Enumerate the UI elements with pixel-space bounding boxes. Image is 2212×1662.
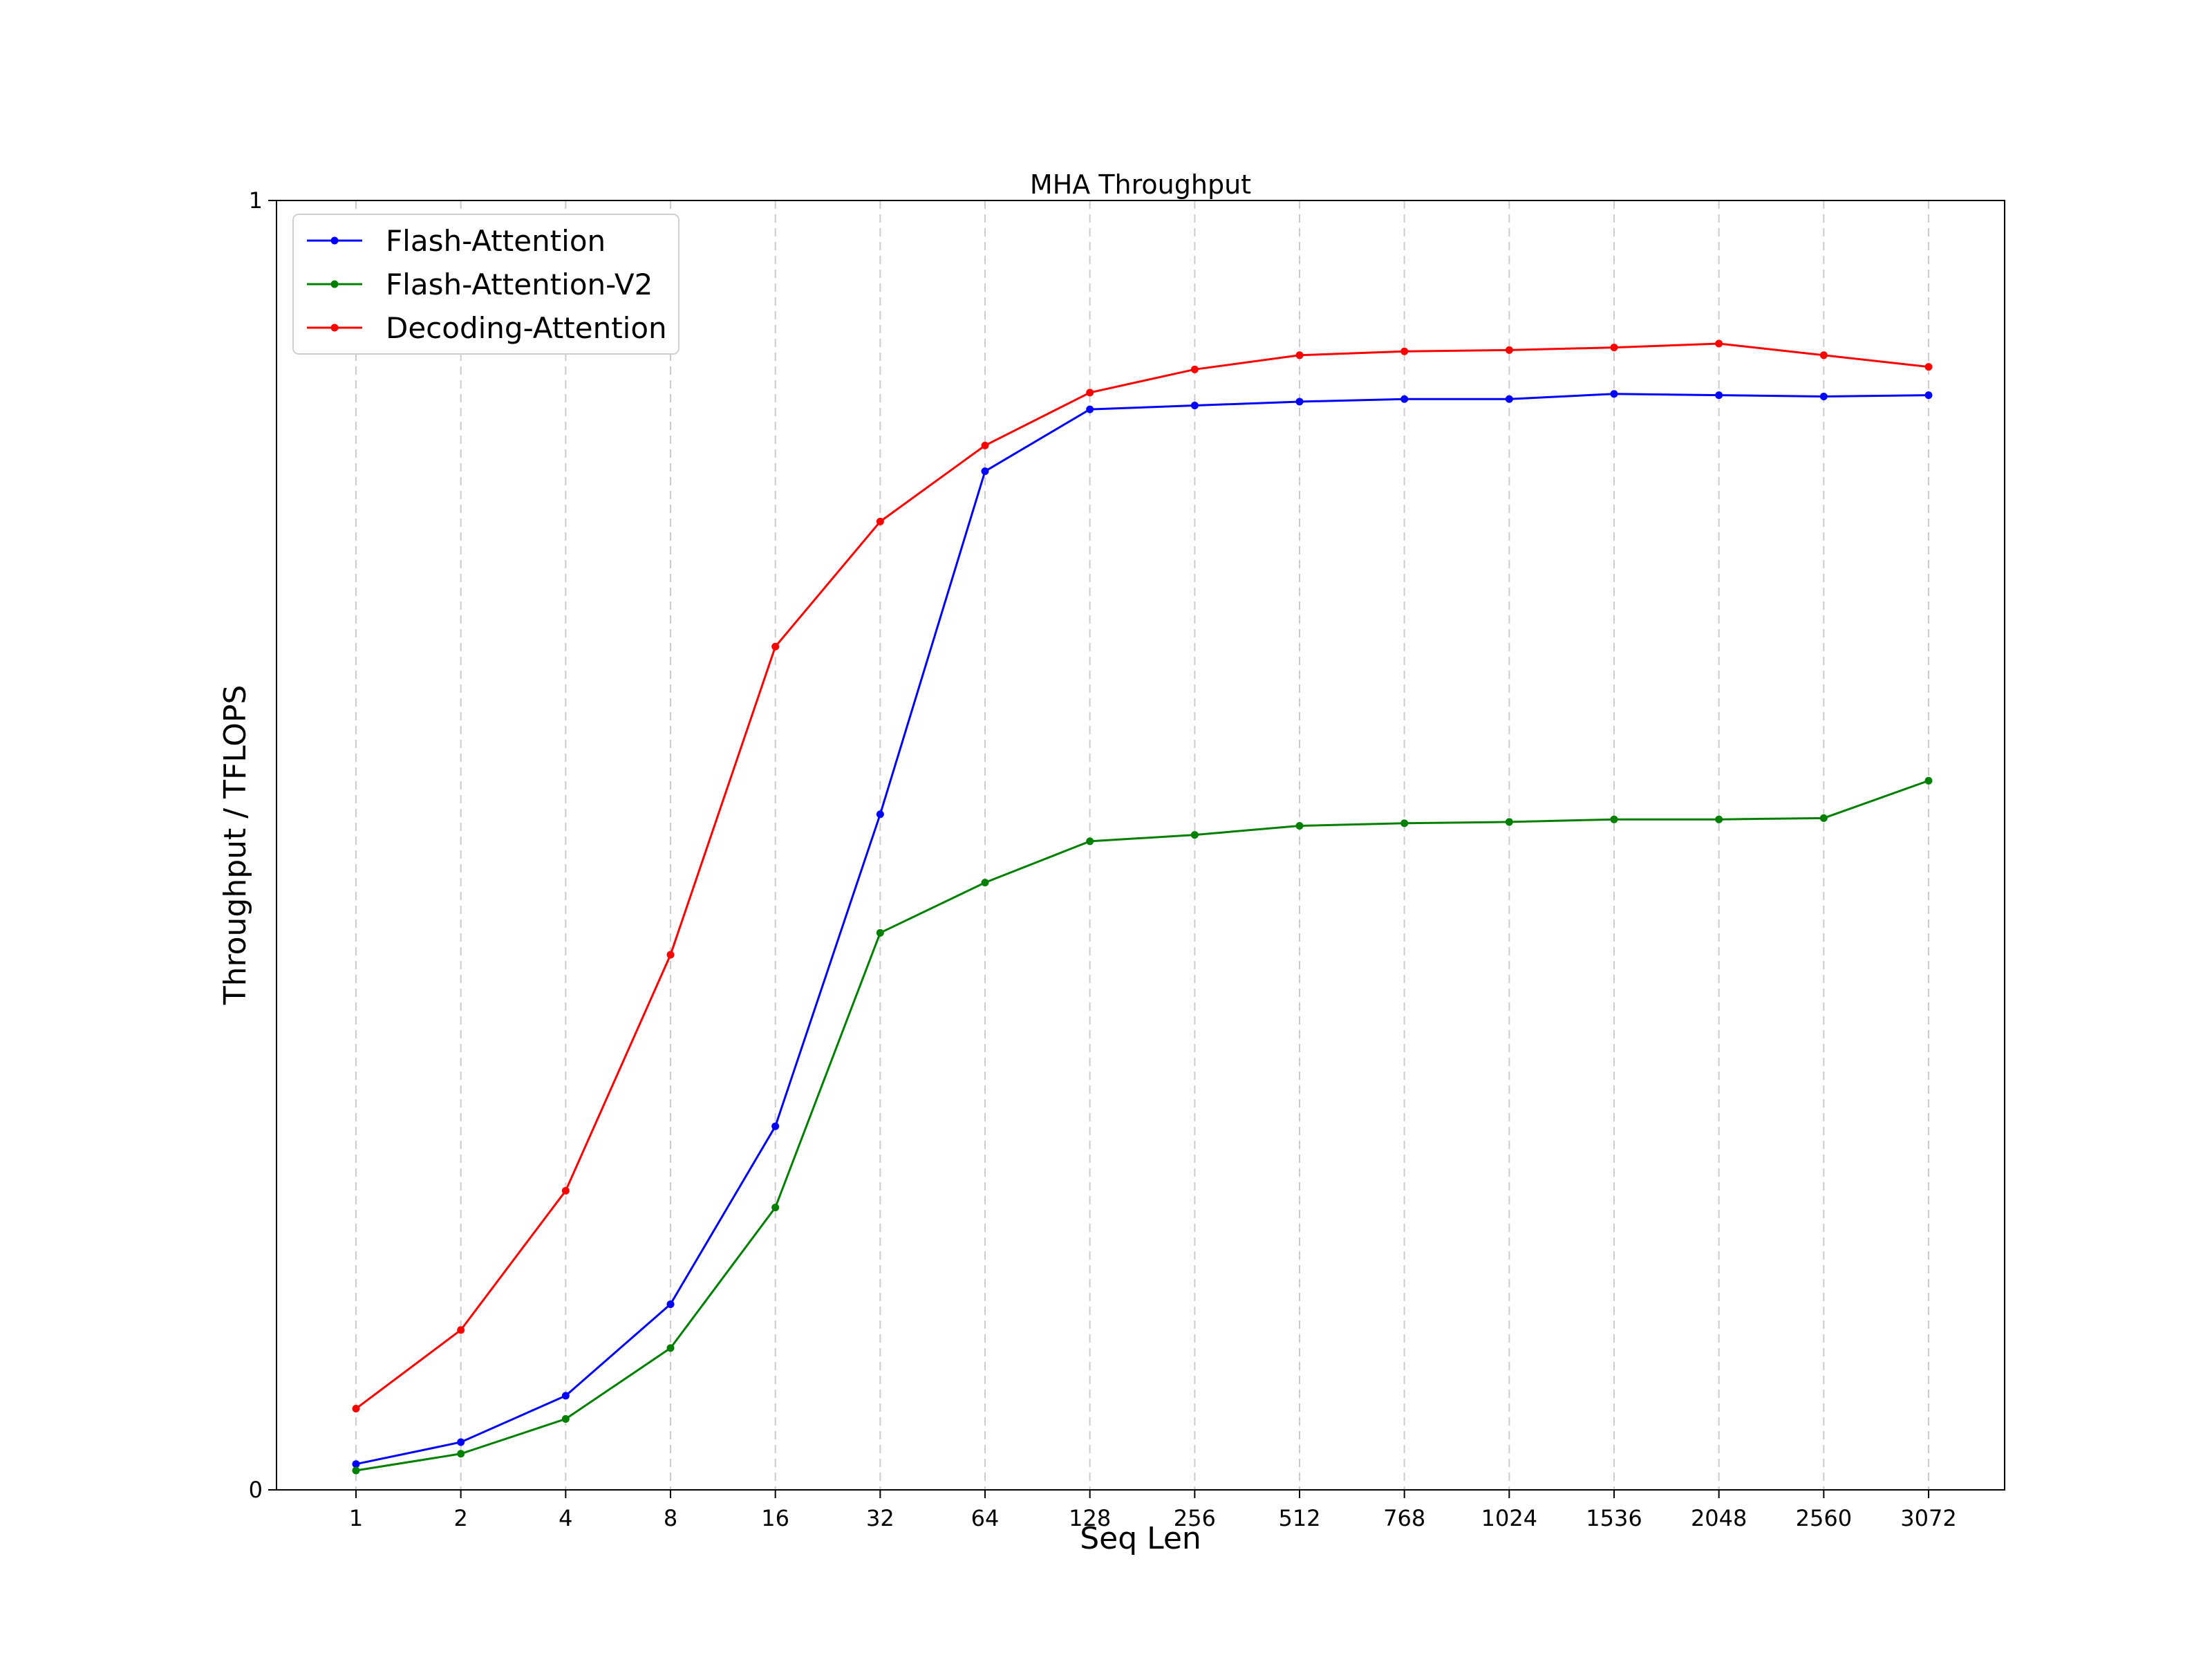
data-point <box>1924 391 1933 400</box>
data-point <box>1715 815 1723 823</box>
data-point <box>1505 818 1513 826</box>
data-point <box>352 1466 360 1475</box>
data-point <box>1715 339 1723 348</box>
data-point <box>981 467 989 476</box>
data-point <box>1295 351 1304 360</box>
data-point <box>561 1392 570 1400</box>
x-tick-label: 1536 <box>1586 1505 1642 1531</box>
x-tick-label: 32 <box>866 1505 894 1531</box>
data-point <box>457 1450 465 1458</box>
x-axis-label: Seq Len <box>1080 1521 1201 1556</box>
x-tick-label: 512 <box>1278 1505 1320 1531</box>
data-point <box>1819 814 1828 822</box>
legend-box <box>292 214 679 355</box>
data-point <box>1295 398 1304 406</box>
data-point <box>666 951 675 959</box>
data-point <box>1086 389 1094 397</box>
x-tick-label: 1024 <box>1481 1505 1537 1531</box>
data-point <box>457 1438 465 1446</box>
x-tick-label: 3072 <box>1900 1505 1956 1531</box>
x-tick-label: 1 <box>349 1505 363 1531</box>
series-layer <box>352 339 1933 1475</box>
data-point <box>1505 346 1513 354</box>
data-point <box>1505 395 1513 403</box>
series-1 <box>352 390 1933 1468</box>
data-point <box>666 1300 675 1308</box>
legend-label: Decoding-Attention <box>386 311 667 345</box>
x-tick-label: 768 <box>1383 1505 1425 1531</box>
data-point <box>1715 391 1723 400</box>
legend-marker <box>330 324 339 332</box>
x-tick-label: 8 <box>664 1505 677 1531</box>
data-point <box>771 642 780 651</box>
data-point <box>1400 819 1409 828</box>
x-tick-label: 16 <box>761 1505 789 1531</box>
chart-title: MHA Throughput <box>1030 169 1251 200</box>
data-point <box>1086 405 1094 413</box>
data-point <box>771 1122 780 1130</box>
x-tick-label: 4 <box>559 1505 572 1531</box>
data-point <box>1924 776 1933 785</box>
data-point <box>561 1186 570 1195</box>
legend: Flash-Attention Flash-Attention-V2 Decodin… <box>292 214 679 355</box>
data-point <box>352 1405 360 1413</box>
y-tick-label: 1 <box>249 187 263 214</box>
series-2 <box>352 776 1933 1475</box>
legend-label: Flash-Attention-V2 <box>386 268 653 301</box>
data-point <box>1400 395 1409 403</box>
data-point <box>1190 402 1199 410</box>
data-point <box>1819 392 1828 400</box>
data-point <box>666 1344 675 1352</box>
data-point <box>352 1460 360 1468</box>
data-point <box>981 441 989 449</box>
data-point <box>876 517 884 525</box>
data-point <box>1190 365 1199 373</box>
y-tick-label: 0 <box>249 1477 263 1503</box>
data-point <box>771 1204 780 1212</box>
legend-marker <box>330 280 339 288</box>
series-line <box>355 779 1929 1472</box>
legend-marker <box>330 236 339 245</box>
data-point <box>1190 831 1199 839</box>
data-point <box>981 879 989 887</box>
x-tick-label: 2 <box>453 1505 467 1531</box>
data-point <box>1610 815 1618 823</box>
data-point <box>876 810 884 819</box>
legend-label: Flash-Attention <box>386 224 606 258</box>
x-tick-label: 256 <box>1174 1505 1216 1531</box>
y-axis-ticks: 01 <box>249 187 276 1503</box>
x-tick-label: 2560 <box>1796 1505 1852 1531</box>
data-point <box>876 928 884 937</box>
data-point <box>457 1326 465 1334</box>
y-axis-label: Throughput / TFLOPS <box>218 685 253 1006</box>
x-axis-ticks: 1 2 4 8 16 32 64 128 256 512 768 1024 1536 2048 2560 30… <box>349 1490 1957 1531</box>
data-point <box>1819 351 1828 360</box>
x-tick-label: 128 <box>1069 1505 1111 1531</box>
x-tick-label: 2048 <box>1691 1505 1747 1531</box>
data-point <box>1295 822 1304 830</box>
x-tick-label: 64 <box>971 1505 1000 1531</box>
series-3 <box>352 339 1933 1413</box>
data-point <box>561 1414 570 1423</box>
series-line <box>355 393 1929 1466</box>
plot-frame <box>276 200 2005 1491</box>
series-line <box>355 342 1929 1410</box>
data-point <box>1400 347 1409 355</box>
data-point <box>1086 837 1094 846</box>
data-point <box>1610 390 1618 398</box>
data-point <box>1610 344 1618 352</box>
data-point <box>1924 363 1933 371</box>
grid-layer <box>355 200 1929 1490</box>
